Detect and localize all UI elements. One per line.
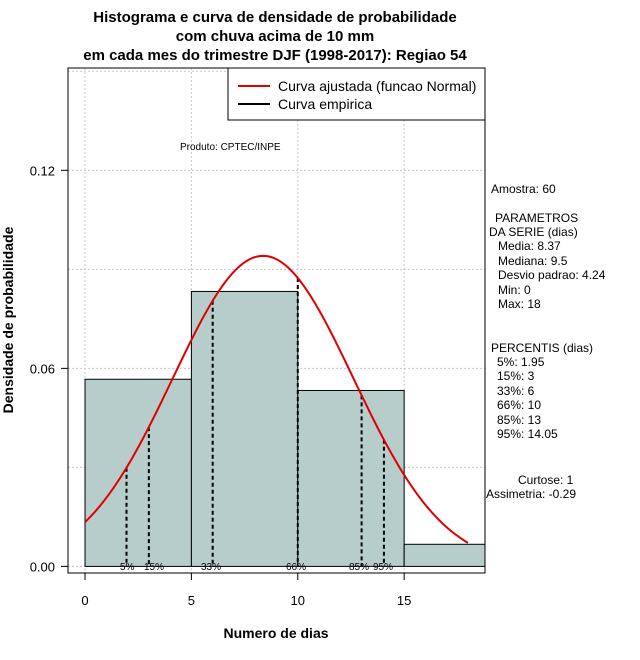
fitted-normal-curve <box>84 254 469 544</box>
y-tick-label-0: 0.00 <box>30 559 55 574</box>
x-axis-title: Numero de dias <box>223 625 328 641</box>
legend-fitted-label: Curva ajustada (funcao Normal) <box>278 78 476 94</box>
stat-media: Media: 8.37 <box>498 239 561 253</box>
product-label: Produto: CPTEC/INPE <box>180 142 281 153</box>
histogram-bar-2 <box>297 389 405 567</box>
stat-p66: 66%: 10 <box>497 398 541 412</box>
percentile-label-4: 85% <box>349 562 369 573</box>
chart-title-line-2: com chuva acima de 10 mm <box>176 28 374 45</box>
y-axis-title: Densidade de probabilidade <box>0 226 16 413</box>
stat-min: Min: 0 <box>498 283 531 297</box>
stat-percentis-title: PERCENTIS (dias) <box>491 341 593 355</box>
stat-p15: 15%: 3 <box>497 369 535 383</box>
legend-empirical-label: Curva empirica <box>278 96 372 112</box>
x-tick-label-1: 5 <box>188 593 195 608</box>
percentile-label-1: 15% <box>144 562 164 573</box>
stat-parametros-title-1: PARAMETROS <box>495 211 578 225</box>
percentile-label-0: 5% <box>120 562 135 573</box>
percentile-label-5: 95% <box>373 562 393 573</box>
legend: Curva ajustada (funcao Normal) Curva emp… <box>227 67 486 121</box>
x-tick-label-2: 10 <box>291 593 305 608</box>
histogram-bar-0 <box>84 378 192 567</box>
percentile-lines: 5% 15% 33% 66% 85% 95% <box>120 277 393 573</box>
legend-box <box>227 67 486 121</box>
y-tick-label-1: 0.06 <box>30 361 55 376</box>
stat-assimetria: Assimetria: -0.29 <box>486 487 576 501</box>
chart-title-line-3: em cada mes do trimestre DJF (1998-2017)… <box>83 47 467 64</box>
x-tick-label-0: 0 <box>81 593 88 608</box>
histogram-bar-1 <box>190 290 299 567</box>
histogram-bars <box>84 290 486 567</box>
stat-desvio: Desvio padrao: 4.24 <box>498 268 606 282</box>
stat-p5: 5%: 1.95 <box>497 355 545 369</box>
stat-max: Max: 18 <box>498 297 541 311</box>
stat-mediana: Mediana: 9.5 <box>498 254 568 268</box>
fitted-curve-layer <box>84 254 469 544</box>
x-tick-label-3: 15 <box>397 593 411 608</box>
stat-parametros-title-2: DA SERIE (dias) <box>489 225 578 239</box>
percentile-label-2: 33% <box>201 562 221 573</box>
stat-p95: 95%: 14.05 <box>497 427 558 441</box>
percentile-label-3: 66% <box>286 562 306 573</box>
y-tick-label-2: 0.12 <box>30 163 55 178</box>
stat-amostra: Amostra: 60 <box>491 182 556 196</box>
stat-p33: 33%: 6 <box>497 384 535 398</box>
histogram-bar-3 <box>403 543 486 567</box>
axes: 0 5 10 15 0.00 0.06 0.12 <box>30 163 412 608</box>
chart-title-line-1: Histograma e curva de densidade de proba… <box>93 9 456 26</box>
stat-curtose: Curtose: 1 <box>518 473 574 487</box>
statistics-panel: Amostra: 60 PARAMETROS DA SERIE (dias) M… <box>486 182 606 501</box>
stat-p85: 85%: 13 <box>497 413 541 427</box>
